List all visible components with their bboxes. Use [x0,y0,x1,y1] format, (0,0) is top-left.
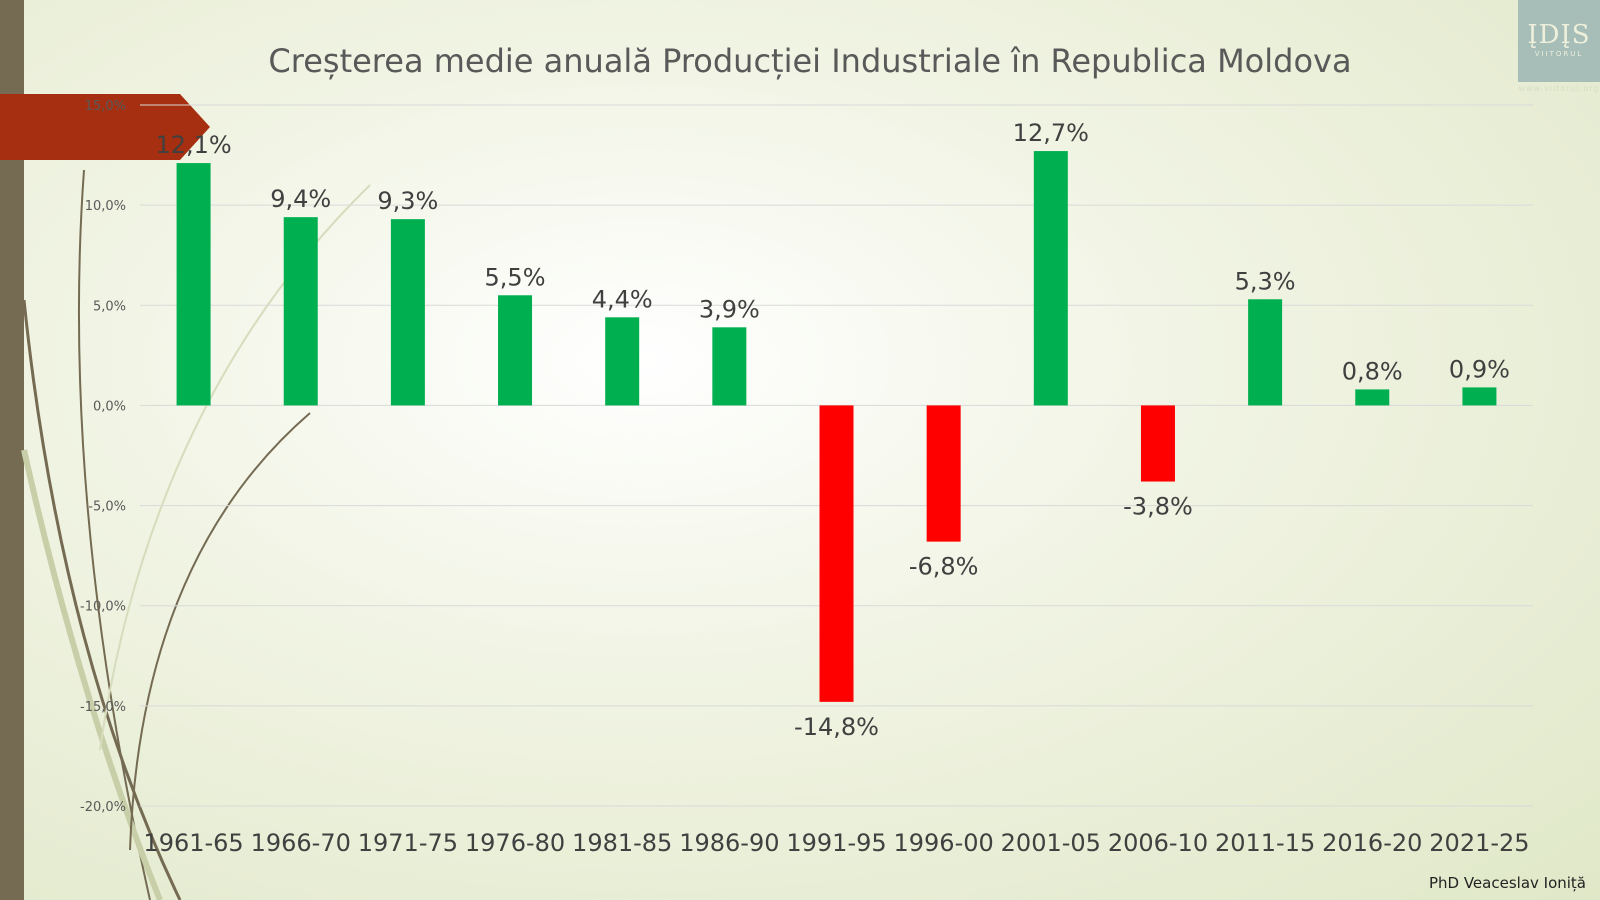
y-tick-label: -10,0% [80,600,126,615]
author-credit: PhD Veaceslav Ioniță [1428,874,1586,892]
data-label: 3,9% [699,295,760,323]
x-tick-label: 1966-70 [251,829,351,857]
bar [1355,389,1390,406]
bar [712,327,747,406]
bar [1248,299,1283,406]
bar [176,163,211,406]
y-tick-label: 0,0% [93,399,126,414]
data-label: 9,4% [270,185,331,213]
bar [283,217,318,406]
bar [926,405,961,542]
logo-url: www.viitorul.org [1518,84,1600,93]
data-label: -6,8% [909,553,979,581]
data-label: 5,3% [1235,267,1296,295]
bar [1033,151,1068,406]
x-tick-label: 1996-00 [894,829,994,857]
data-label: 12,7% [1013,119,1089,147]
bar [498,295,533,406]
data-label: 4,4% [592,285,653,313]
chart-title: Creșterea medie anuală Producției Indust… [268,42,1352,80]
x-tick-label: 1991-95 [786,829,886,857]
y-tick-label: 5,0% [93,299,126,314]
bar [1140,405,1175,482]
x-tick-label: 2011-15 [1215,829,1315,857]
x-tick-label: 1971-75 [358,829,458,857]
data-label: 0,9% [1449,355,1510,383]
data-label: 5,5% [485,263,546,291]
red-arrow-banner [0,94,210,160]
bar [1462,387,1497,406]
x-tick-label: 1961-65 [143,829,243,857]
bar [819,405,854,702]
y-tick-label: -5,0% [88,500,126,515]
x-tick-label: 2016-20 [1322,829,1422,857]
x-tick-label: 2001-05 [1001,829,1101,857]
idis-logo: ĮDĮS VIITORUL [1518,0,1600,82]
y-tick-label: -20,0% [80,800,126,815]
data-label: 12,1% [155,131,231,159]
x-tick-label: 2021-25 [1429,829,1529,857]
y-tick-label: -15,0% [80,700,126,715]
x-tick-label: 1986-90 [679,829,779,857]
x-tick-label: 1976-80 [465,829,565,857]
data-label: -3,8% [1123,493,1193,521]
x-tick-label: 1981-85 [572,829,672,857]
data-label: -14,8% [794,713,879,741]
data-label: 0,8% [1342,357,1403,385]
bar [605,317,640,406]
data-label: 9,3% [377,187,438,215]
y-tick-label: 10,0% [85,199,126,214]
x-tick-label: 2006-10 [1108,829,1208,857]
bar [390,219,425,406]
y-tick-label: 15,0% [85,99,126,114]
